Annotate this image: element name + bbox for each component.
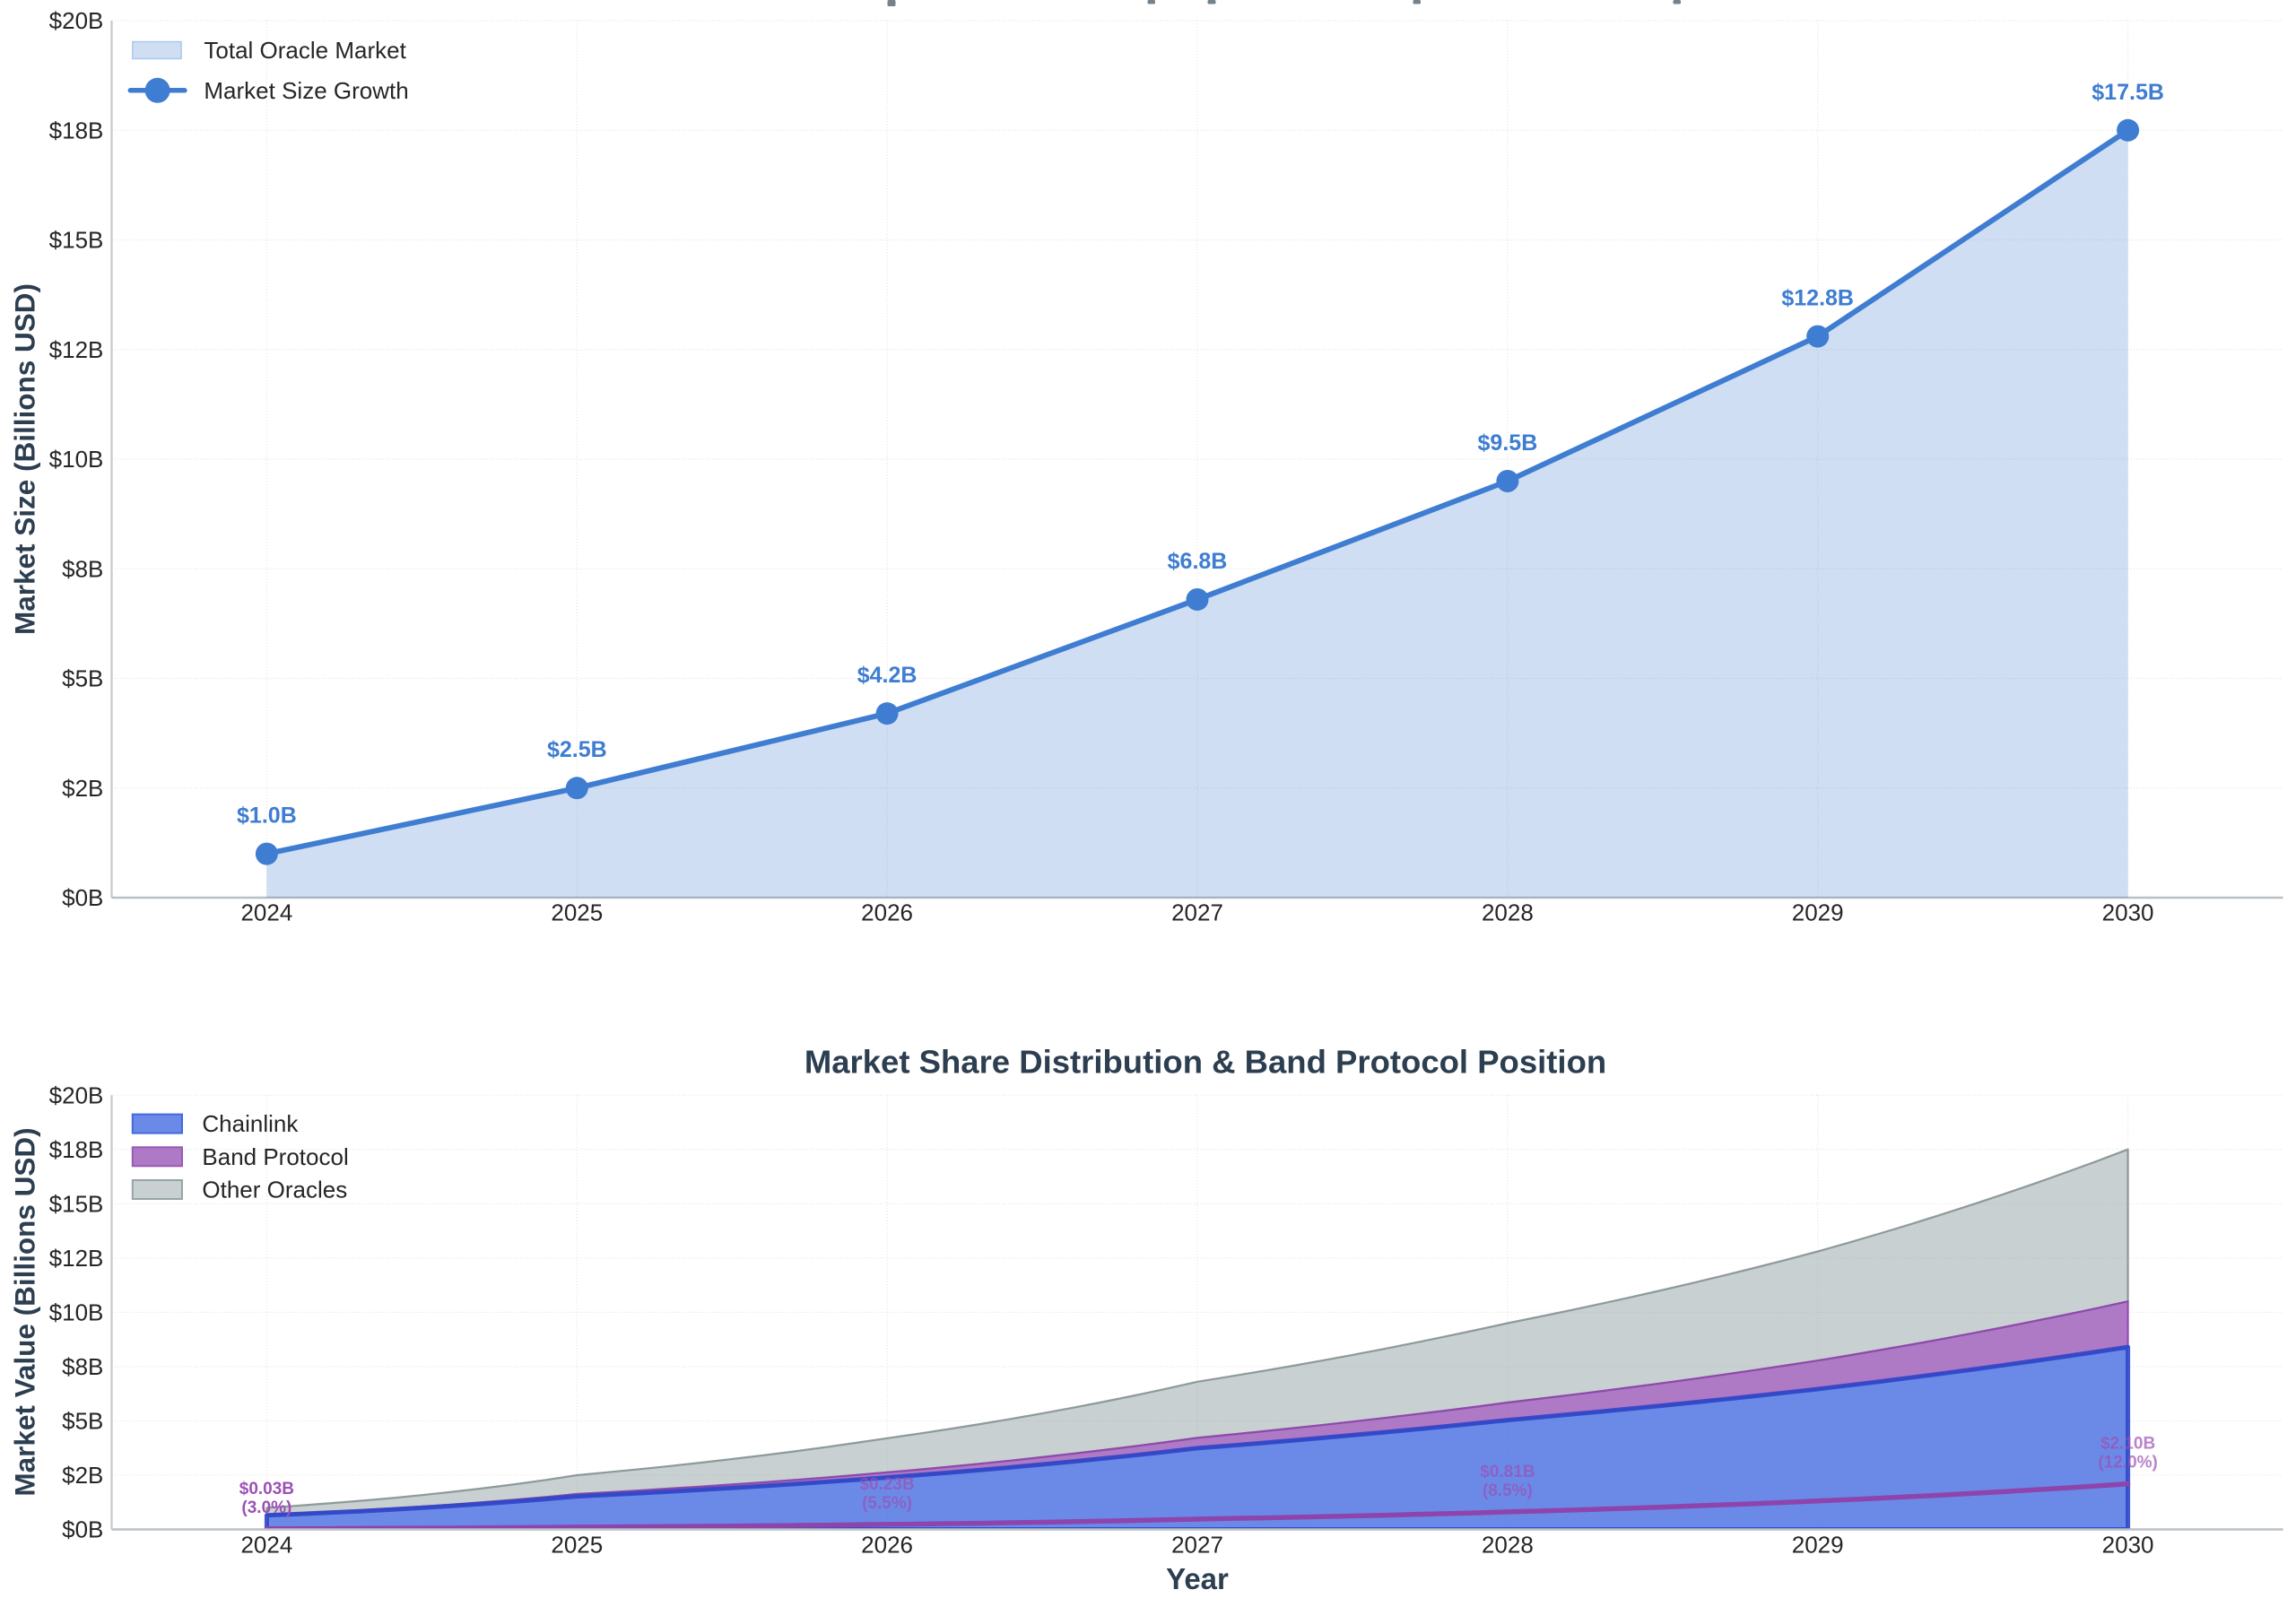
svg-text:(3.0%): (3.0%) xyxy=(241,1498,291,1517)
svg-text:$0B: $0B xyxy=(62,884,103,911)
svg-text:$0.03B: $0.03B xyxy=(239,1480,294,1498)
svg-text:$12B: $12B xyxy=(49,336,104,363)
svg-text:2030: 2030 xyxy=(2102,899,2154,926)
svg-text:(12.0%): (12.0%) xyxy=(2098,1454,2158,1472)
svg-text:$17.5B: $17.5B xyxy=(2092,80,2164,105)
svg-text:Band Protocol: Band Protocol xyxy=(202,1143,348,1170)
svg-text:Chainlink: Chainlink xyxy=(202,1110,299,1137)
svg-text:$2.10B: $2.10B xyxy=(2100,1435,2155,1454)
svg-text:$8B: $8B xyxy=(62,1353,103,1380)
svg-text:2024: 2024 xyxy=(240,1532,292,1559)
svg-text:$0B: $0B xyxy=(62,1516,103,1543)
svg-text:2026: 2026 xyxy=(861,1532,913,1559)
svg-text:Market Share Distribution & Ba: Market Share Distribution & Band Protoco… xyxy=(804,1044,1606,1081)
svg-text:2025: 2025 xyxy=(551,899,603,926)
svg-text:$15B: $15B xyxy=(49,227,104,254)
svg-text:$18B: $18B xyxy=(49,117,104,143)
svg-text:$12.8B: $12.8B xyxy=(1781,286,1854,311)
svg-text:$2.5B: $2.5B xyxy=(547,737,607,762)
svg-text:$10B: $10B xyxy=(49,1299,104,1325)
svg-text:$20B: $20B xyxy=(49,1081,104,1108)
svg-text:Total Oracle Market: Total Oracle Market xyxy=(204,37,406,64)
svg-text:$9.5B: $9.5B xyxy=(1478,430,1538,456)
svg-text:2029: 2029 xyxy=(1792,899,1844,926)
svg-text:$15B: $15B xyxy=(49,1190,104,1217)
svg-text:2026: 2026 xyxy=(861,899,913,926)
svg-text:2024: 2024 xyxy=(240,899,292,926)
svg-text:$0.81B: $0.81B xyxy=(1480,1463,1535,1481)
svg-text:$5B: $5B xyxy=(62,1408,103,1435)
svg-text:2025: 2025 xyxy=(551,1532,603,1559)
svg-text:2029: 2029 xyxy=(1792,1532,1844,1559)
svg-text:Other Oracles: Other Oracles xyxy=(202,1177,347,1203)
svg-text:(5.5%): (5.5%) xyxy=(862,1494,912,1513)
svg-text:Market Value (Billions USD): Market Value (Billions USD) xyxy=(9,1127,41,1496)
svg-text:$0.23B: $0.23B xyxy=(859,1475,914,1494)
svg-text:Year: Year xyxy=(1166,1562,1229,1595)
svg-text:$20B: $20B xyxy=(49,7,104,34)
svg-text:(8.5%): (8.5%) xyxy=(1483,1481,1533,1500)
svg-text:Market Size Growth: Market Size Growth xyxy=(204,77,408,104)
svg-text:$2B: $2B xyxy=(62,1462,103,1489)
svg-text:$10B: $10B xyxy=(49,446,104,473)
svg-text:$2B: $2B xyxy=(62,775,103,802)
svg-text:2030: 2030 xyxy=(2102,1532,2154,1559)
svg-text:2027: 2027 xyxy=(1171,899,1223,926)
svg-text:$8B: $8B xyxy=(62,555,103,582)
svg-text:Market Size (Billions USD): Market Size (Billions USD) xyxy=(9,283,41,635)
svg-text:2028: 2028 xyxy=(1482,1532,1534,1559)
svg-text:2027: 2027 xyxy=(1171,1532,1223,1559)
svg-text:$12B: $12B xyxy=(49,1245,104,1272)
svg-text:$5B: $5B xyxy=(62,665,103,692)
svg-text:$18B: $18B xyxy=(49,1136,104,1163)
svg-text:$6.8B: $6.8B xyxy=(1168,549,1228,574)
svg-text:$4.2B: $4.2B xyxy=(857,663,918,688)
svg-text:2028: 2028 xyxy=(1482,899,1534,926)
svg-text:$1.0B: $1.0B xyxy=(237,804,297,829)
